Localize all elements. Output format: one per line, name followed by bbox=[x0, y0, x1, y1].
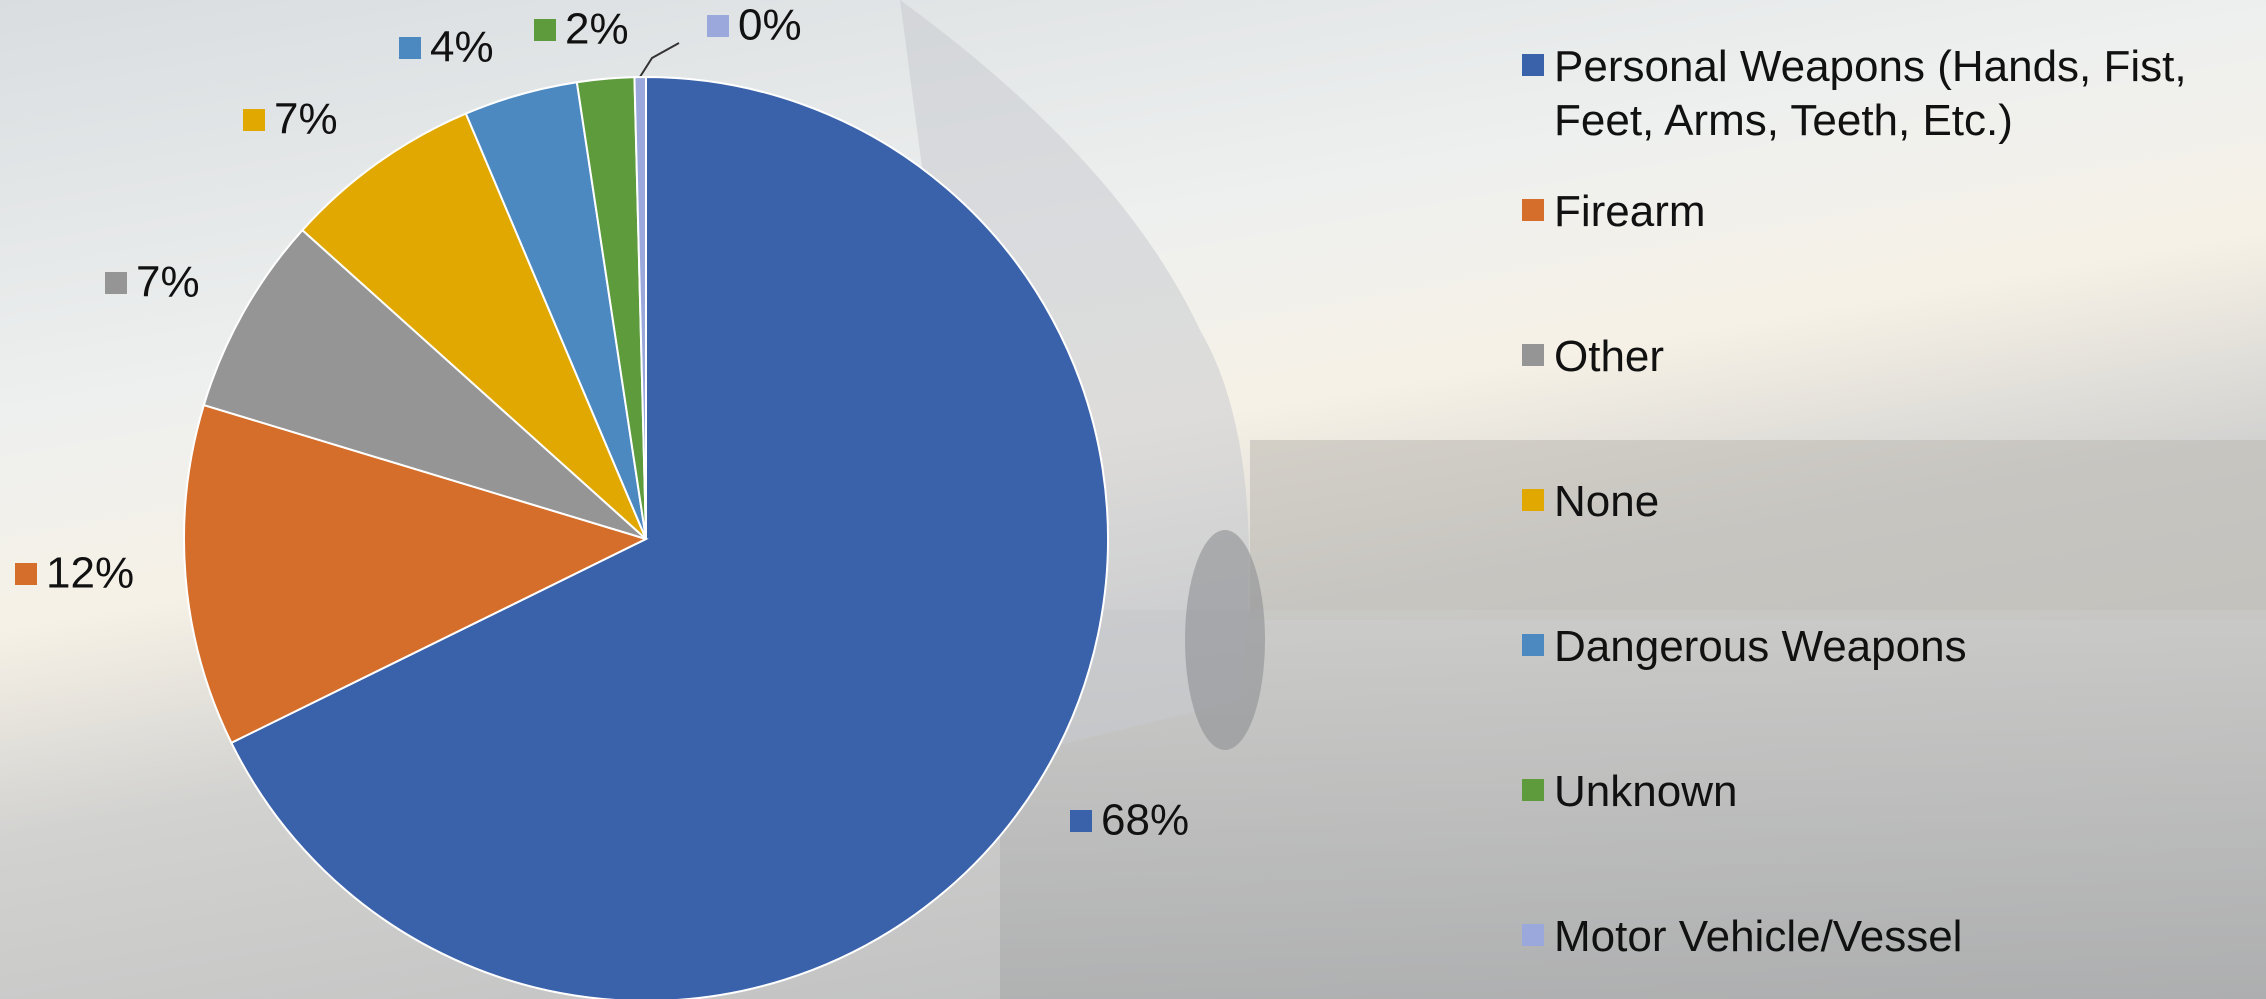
data-label-key bbox=[707, 15, 729, 37]
data-label: 4% bbox=[430, 23, 494, 72]
legend-item: Motor Vehicle/Vessel bbox=[1522, 910, 2252, 964]
data-label-key bbox=[399, 37, 421, 59]
data-label: 7% bbox=[274, 95, 338, 144]
legend-swatch bbox=[1522, 779, 1544, 801]
wheel bbox=[1185, 530, 1265, 750]
data-label: 2% bbox=[565, 5, 629, 54]
data-label-key bbox=[534, 19, 556, 41]
data-label-key bbox=[1070, 810, 1092, 832]
pie-slice bbox=[183, 403, 649, 745]
legend-swatch bbox=[1522, 634, 1544, 656]
legend-label: Personal Weapons (Hands, Fist, Feet, Arm… bbox=[1554, 42, 2187, 145]
legend-item: Firearm bbox=[1522, 185, 2252, 239]
pie-slice bbox=[230, 75, 1109, 999]
legend-swatch bbox=[1522, 344, 1544, 366]
legend-label: Dangerous Weapons bbox=[1554, 622, 1967, 671]
legend-item: None bbox=[1522, 475, 2252, 529]
legend-item: Dangerous Weapons bbox=[1522, 620, 2252, 674]
legend-item: Personal Weapons (Hands, Fist, Feet, Arm… bbox=[1522, 40, 2252, 148]
legend-swatch bbox=[1522, 924, 1544, 946]
pie-slice bbox=[202, 228, 647, 540]
leader-line bbox=[637, 42, 680, 81]
data-label: 68% bbox=[1101, 796, 1189, 845]
data-label-key bbox=[243, 109, 265, 131]
data-label: 7% bbox=[136, 258, 200, 307]
legend-label: Unknown bbox=[1554, 767, 1738, 816]
legend-swatch bbox=[1522, 489, 1544, 511]
legend-label: Firearm bbox=[1554, 187, 1706, 236]
pie-slice bbox=[300, 112, 647, 540]
legend-label: None bbox=[1554, 477, 1660, 526]
data-label-key bbox=[105, 272, 127, 294]
legend-swatch bbox=[1522, 199, 1544, 221]
wall bbox=[1250, 440, 2266, 620]
data-label: 0% bbox=[738, 1, 802, 50]
legend-swatch bbox=[1522, 54, 1544, 76]
data-label: 12% bbox=[46, 549, 134, 598]
data-label-key bbox=[15, 563, 37, 585]
legend-item: Other bbox=[1522, 330, 2252, 384]
pie-slice bbox=[633, 75, 647, 540]
legend-item: Unknown bbox=[1522, 765, 2252, 819]
legend-label: Motor Vehicle/Vessel bbox=[1554, 912, 1963, 961]
legend-label: Other bbox=[1554, 332, 1665, 381]
